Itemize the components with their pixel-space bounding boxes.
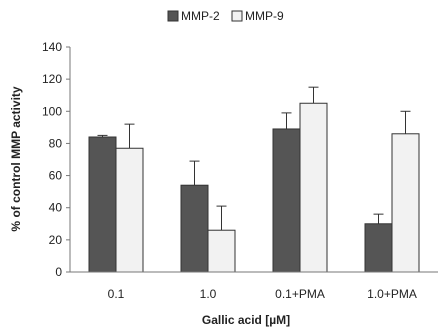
legend-label-mmp9: MMP-9 bbox=[245, 9, 284, 23]
bar-mmp-2-2 bbox=[272, 128, 301, 273]
y-tick-label: 140 bbox=[42, 40, 62, 54]
y-tick-label: 40 bbox=[49, 201, 63, 215]
legend-swatch-mmp9 bbox=[231, 10, 243, 22]
x-axis-title: Gallic acid [µM] bbox=[202, 313, 290, 327]
y-tick-label: 80 bbox=[49, 136, 63, 150]
y-tick-label: 100 bbox=[42, 104, 62, 118]
bar-mmp-2-0 bbox=[88, 136, 117, 273]
y-tick-label: 60 bbox=[49, 169, 63, 183]
bar-mmp-9-1 bbox=[207, 229, 236, 273]
x-tick-label: 1.0 bbox=[200, 287, 217, 301]
bar-mmp-2-3 bbox=[364, 223, 393, 273]
y-tick-label: 20 bbox=[49, 233, 63, 247]
legend: MMP-2 MMP-9 bbox=[167, 9, 284, 23]
bar-mmp-2-1 bbox=[180, 184, 209, 273]
legend-swatch-mmp2 bbox=[167, 10, 179, 22]
y-tick-label: 0 bbox=[55, 265, 62, 279]
y-axis-title: % of control MMP activity bbox=[9, 86, 23, 231]
bar-mmp-9-0 bbox=[115, 147, 144, 273]
bar-mmp-9-2 bbox=[299, 102, 328, 273]
x-tick-label: 1.0+PMA bbox=[367, 287, 417, 301]
y-axis: 0 20 40 60 80 100 120 140 bbox=[42, 40, 71, 279]
bars bbox=[88, 86, 420, 273]
y-tick-label: 120 bbox=[42, 72, 62, 86]
x-tick-label: 0.1 bbox=[108, 287, 125, 301]
x-tick-label: 0.1+PMA bbox=[275, 287, 325, 301]
x-axis: 0.1 1.0 0.1+PMA 1.0+PMA bbox=[70, 271, 438, 301]
legend-label-mmp2: MMP-2 bbox=[181, 9, 220, 23]
bar-mmp-9-3 bbox=[391, 133, 420, 273]
